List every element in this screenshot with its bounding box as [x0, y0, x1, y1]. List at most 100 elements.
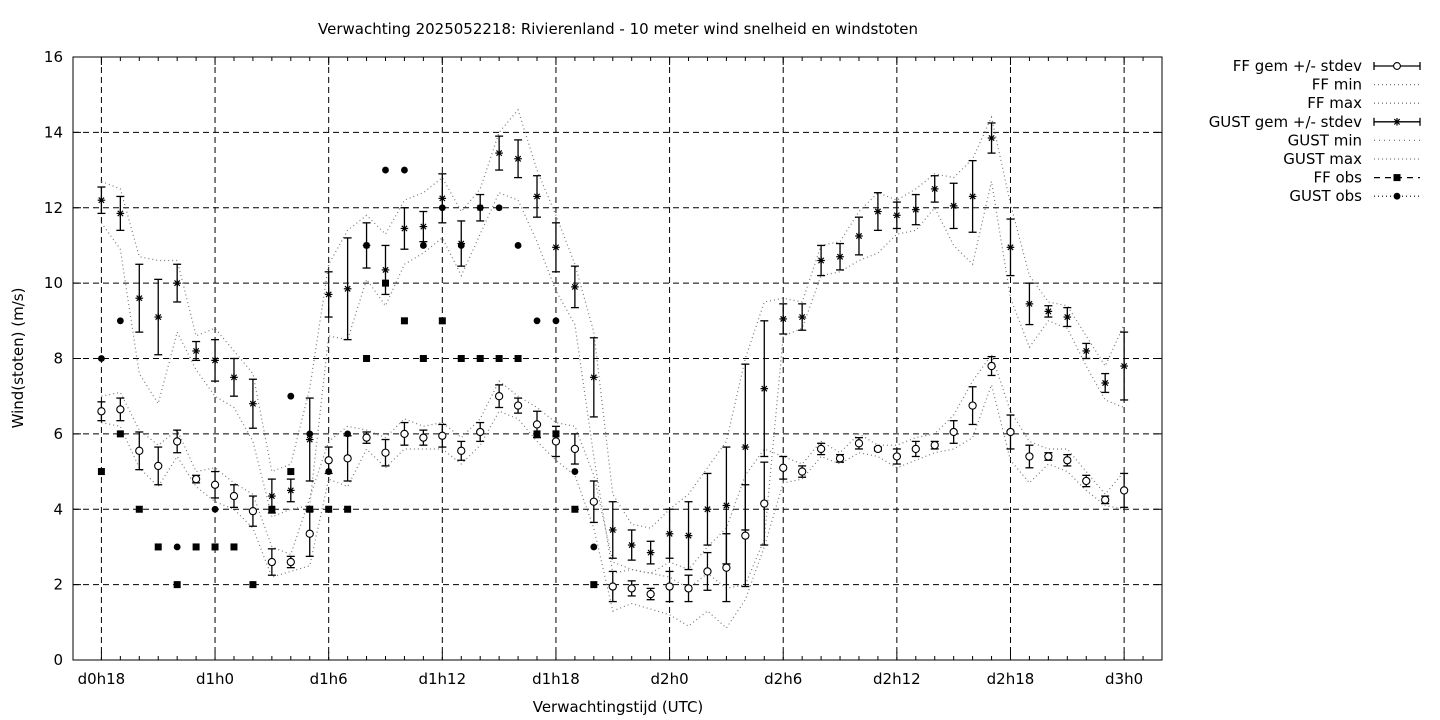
gust-mean-point	[211, 356, 219, 365]
ff-mean-point	[570, 444, 580, 454]
gust-obs-point	[306, 430, 314, 438]
ff-mean-point	[835, 454, 845, 463]
star-stroke	[950, 202, 957, 209]
gust-mean-point	[249, 399, 257, 408]
star-stroke	[1121, 362, 1128, 370]
x-tick-label: d2h12	[873, 670, 921, 688]
gust-obs-point	[382, 166, 389, 174]
y-tick-label: 0	[53, 651, 63, 669]
ff-mean-point	[1101, 495, 1110, 504]
ff-mean-point	[513, 401, 523, 410]
star-stroke	[799, 313, 806, 321]
ff-mean-point	[1044, 452, 1053, 461]
ff-mean-point	[1119, 486, 1129, 495]
gust-mean-point	[855, 232, 863, 240]
ff-mean-point	[1082, 476, 1091, 486]
gust-mean-point	[817, 256, 825, 265]
star-stroke	[761, 385, 768, 392]
star-stroke	[496, 150, 503, 157]
ff-mean-point	[741, 531, 750, 540]
legend-swatch-square	[1393, 174, 1401, 182]
gust-obs-point	[363, 242, 370, 249]
ff-obs-point	[249, 581, 257, 589]
ff-mean-point	[551, 437, 561, 446]
star-stroke	[325, 291, 332, 298]
star-stroke	[439, 195, 446, 202]
ff-mean-point	[362, 433, 371, 442]
ff-obs-point	[211, 543, 219, 551]
ff-mean-point	[267, 557, 277, 567]
ff-mean-point	[438, 431, 447, 440]
gust-obs-point	[514, 242, 522, 249]
ff-mean-point	[135, 446, 144, 455]
legend-label: FF gem +/- stdev	[1233, 57, 1362, 75]
ff-obs-point	[135, 505, 143, 513]
gust-mean-point	[533, 192, 541, 201]
ff-mean-point	[286, 557, 295, 567]
ff-obs-point	[381, 279, 389, 287]
ff-obs-point	[97, 468, 105, 476]
star-stroke	[628, 541, 635, 549]
gust-obs-point	[590, 543, 598, 551]
ff-mean-point	[684, 584, 693, 593]
legend-label: FF obs	[1313, 169, 1362, 187]
ff-obs-point	[325, 505, 333, 513]
ff-obs-point	[457, 355, 465, 362]
ff-mean-point	[400, 429, 409, 439]
star-stroke	[136, 295, 143, 302]
gust-obs-point	[173, 543, 181, 551]
ff-mean-point	[476, 427, 485, 437]
ff-mean-point	[911, 444, 920, 454]
gust-obs-point	[325, 468, 333, 475]
gust-mean-point	[911, 205, 920, 214]
gust-obs-point	[116, 317, 124, 325]
ff-mean-point	[248, 506, 258, 516]
y-tick-label: 14	[44, 123, 63, 141]
ff-max-line	[101, 353, 1125, 574]
ff-mean-point	[97, 407, 106, 416]
ff-obs-point	[173, 581, 181, 589]
star-stroke	[988, 134, 995, 142]
ff-mean-point	[854, 439, 864, 448]
star-stroke	[571, 283, 578, 290]
ff-mean-point	[949, 427, 958, 437]
gust-obs-point	[552, 317, 560, 325]
gust-mean-point	[665, 529, 674, 538]
star-stroke	[836, 253, 844, 260]
star-stroke	[249, 400, 257, 407]
gust-mean-point	[514, 154, 522, 163]
gust-mean-point	[305, 435, 314, 444]
star-stroke	[211, 357, 219, 364]
gust-mean-point	[646, 548, 655, 557]
ff-obs-point	[476, 355, 484, 362]
legend-label: FF max	[1307, 94, 1362, 112]
gust-mean-point	[571, 283, 579, 291]
star-stroke	[647, 549, 654, 556]
gust-obs-point	[344, 430, 352, 438]
ff-obs-point	[116, 430, 124, 438]
gust-mean-point	[930, 185, 939, 193]
ff-mean-point	[229, 491, 239, 501]
gust-mean-point	[230, 373, 238, 382]
star-stroke	[420, 223, 427, 230]
gust-obs-point	[476, 204, 484, 212]
star-stroke	[590, 374, 597, 381]
ff-mean-point	[779, 463, 788, 472]
gust-mean-point	[116, 209, 125, 218]
x-tick-label: d2h0	[651, 670, 689, 688]
y-tick-label: 12	[44, 199, 63, 217]
gust-mean-point	[949, 202, 958, 210]
ff-mean-point	[532, 420, 542, 429]
ff-mean-point	[381, 448, 390, 457]
legend-label: GUST min	[1288, 131, 1362, 149]
star-stroke	[306, 436, 313, 443]
gust-mean-point	[1044, 307, 1053, 316]
star-stroke	[609, 526, 616, 534]
gust-mean-point	[893, 211, 901, 220]
ff-obs-point	[154, 543, 162, 551]
gust-mean-point	[703, 505, 712, 514]
gust-mean-point	[741, 443, 750, 451]
ff-mean-point	[873, 444, 883, 454]
star-stroke	[1083, 347, 1090, 355]
star-stroke	[666, 530, 673, 537]
